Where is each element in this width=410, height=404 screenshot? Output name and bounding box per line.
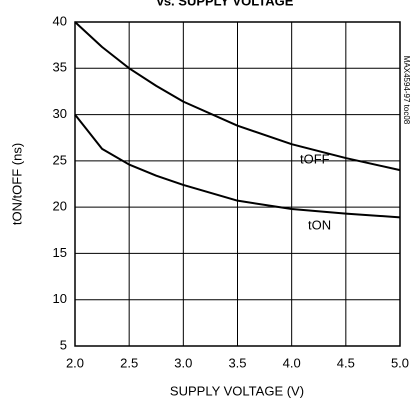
series-label: tON [308,217,331,232]
y-tick-label: 35 [53,60,67,75]
y-tick-label: 25 [53,152,67,167]
annotation: MAX4594-97 toc08 [402,56,410,125]
y-tick-label: 30 [53,106,67,121]
y-tick-label: 10 [53,291,67,306]
plot-frame [74,21,401,347]
x-tick-label: 5.0 [391,355,409,370]
x-tick-label: 3.0 [174,355,192,370]
x-tick-label: 2.0 [66,355,84,370]
x-tick-label: 4.5 [337,355,355,370]
x-tick-label: 2.5 [120,355,138,370]
chart-title: vs. SUPPLY VOLTAGE [157,0,294,8]
y-axis-label: tON/tOFF (ns) [9,143,24,225]
line-series [74,113,401,219]
y-tick-label: 40 [53,13,67,28]
x-tick-label: 4.0 [283,355,301,370]
y-tick-label: 20 [53,199,67,214]
y-tick-label: 5 [60,337,67,352]
x-axis-label: SUPPLY VOLTAGE (V) [170,383,304,398]
series-label: tOFF [300,151,330,166]
line-series [74,21,401,172]
y-tick-label: 15 [53,245,67,260]
x-tick-label: 3.5 [228,355,246,370]
